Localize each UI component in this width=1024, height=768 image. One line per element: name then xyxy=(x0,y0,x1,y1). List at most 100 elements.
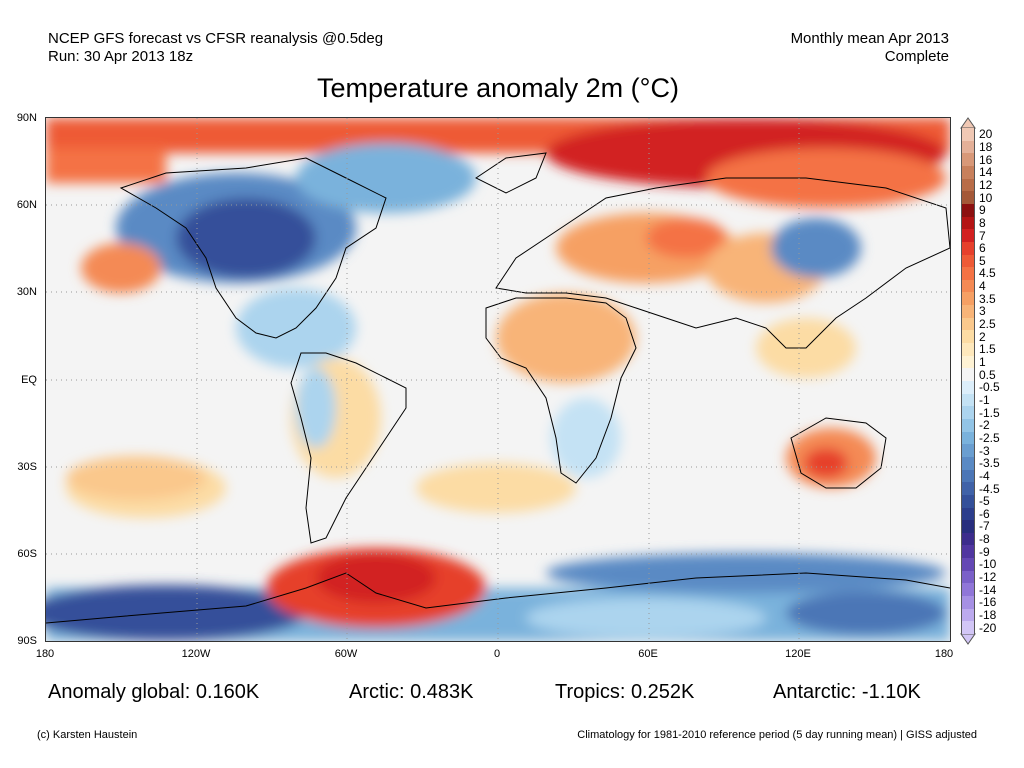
colorbar-label: -20 xyxy=(979,620,997,635)
colorbar-label: -3 xyxy=(979,443,990,458)
colorbar-label: 1.5 xyxy=(979,342,996,357)
colorbar-label: 2.5 xyxy=(979,317,996,332)
colorbar-label: -3.5 xyxy=(979,456,1000,471)
anomaly-tropics: Tropics: 0.252K xyxy=(555,681,695,703)
colorbar-cell xyxy=(961,191,975,205)
status-label: Complete xyxy=(884,48,949,65)
colorbar-label: -1 xyxy=(979,392,990,407)
colorbar: 20 18 16 14 12 10 9 8 7 6 5 4.5 4 3.5 3 2.5 2 1.5 1 0.5 -0.5… xyxy=(958,116,1020,646)
colorbar-cell xyxy=(961,507,975,521)
map-title: Temperature anomaly 2m (°C) xyxy=(317,73,679,103)
lon-label: 60W xyxy=(334,648,358,660)
colorbar-cell xyxy=(961,608,975,622)
colorbar-label: -4.5 xyxy=(979,481,1000,496)
colorbar-label: 4.5 xyxy=(979,266,996,281)
period-label: Monthly mean Apr 2013 xyxy=(790,30,949,47)
colorbar-cell xyxy=(961,317,975,331)
colorbar-cell xyxy=(961,355,975,369)
lat-label: 60N xyxy=(16,199,37,211)
colorbar-cell xyxy=(961,532,975,546)
model-description: NCEP GFS forecast vs CFSR reanalysis @0.… xyxy=(48,30,384,47)
colorbar-label: 5 xyxy=(979,253,986,268)
colorbar-cell xyxy=(961,128,975,142)
anomaly-arctic: Arctic: 0.483K xyxy=(349,681,474,703)
colorbar-label: -1.5 xyxy=(979,405,1000,420)
colorbar-cell xyxy=(961,393,975,407)
colorbar-cell xyxy=(961,368,975,382)
colorbar-cell xyxy=(961,254,975,268)
colorbar-cell xyxy=(961,406,975,420)
lon-label: 180 xyxy=(934,648,954,660)
colorbar-cell xyxy=(961,216,975,230)
colorbar-label: 9 xyxy=(979,203,986,218)
colorbar-label: 16 xyxy=(979,152,993,167)
colorbar-cell xyxy=(961,267,975,281)
colorbar-cell xyxy=(961,482,975,496)
colorbar-cell xyxy=(961,456,975,471)
anomaly-antarctic: Antarctic: -1.10K xyxy=(773,681,921,703)
colorbar-label: -6 xyxy=(979,506,990,521)
colorbar-label: -5 xyxy=(979,494,990,509)
colorbar-label: 20 xyxy=(979,127,993,142)
lat-label: 30N xyxy=(16,286,37,298)
lat-label: 90S xyxy=(17,635,37,647)
colorbar-cell xyxy=(961,153,975,167)
anomaly-map xyxy=(45,117,951,642)
colorbar-label: -14 xyxy=(979,582,997,597)
colorbar-label: 3 xyxy=(979,304,986,319)
colorbar-cell xyxy=(961,140,975,154)
lat-label: 60S xyxy=(17,548,37,560)
colorbar-label: 14 xyxy=(979,165,993,180)
anomaly-global: Anomaly global: 0.160K xyxy=(48,681,260,703)
copyright: (c) Karsten Haustein xyxy=(37,729,138,741)
colorbar-label: -12 xyxy=(979,570,997,585)
colorbar-label: -2 xyxy=(979,418,990,433)
lat-label: 90N xyxy=(16,112,37,124)
colorbar-cell xyxy=(961,469,975,483)
colorbar-label: 12 xyxy=(979,177,993,192)
climatology-note: Climatology for 1981-2010 reference peri… xyxy=(577,729,977,741)
colorbar-label: -16 xyxy=(979,595,997,610)
map-canvas xyxy=(46,118,950,641)
colorbar-cell xyxy=(961,279,975,293)
colorbar-cell xyxy=(961,292,975,306)
colorbar-cell xyxy=(961,431,975,445)
colorbar-cell xyxy=(961,596,975,610)
colorbar-label: -10 xyxy=(979,557,997,572)
lon-label: 120E xyxy=(785,648,811,660)
colorbar-label: 3.5 xyxy=(979,291,996,306)
lon-label: 0 xyxy=(493,648,501,660)
colorbar-label: 10 xyxy=(979,190,993,205)
colorbar-label: -4 xyxy=(979,468,990,483)
colorbar-label: 0.5 xyxy=(979,367,996,382)
colorbar-label: -7 xyxy=(979,519,990,534)
colorbar-cell xyxy=(961,520,975,534)
colorbar-cell xyxy=(961,241,975,255)
colorbar-cell xyxy=(961,621,975,635)
colorbar-cell xyxy=(961,343,975,357)
colorbar-label: 1 xyxy=(979,355,986,370)
colorbar-label: 18 xyxy=(979,139,993,154)
lat-label: EQ xyxy=(21,374,37,386)
colorbar-label: -18 xyxy=(979,608,997,623)
lon-label: 120W xyxy=(181,648,211,660)
lat-label: 30S xyxy=(17,461,37,473)
colorbar-cell xyxy=(961,203,975,218)
colorbar-label: -2.5 xyxy=(979,430,1000,445)
lon-label: 60E xyxy=(638,648,658,660)
colorbar-cell xyxy=(961,330,975,344)
colorbar-label: -0.5 xyxy=(979,380,1000,395)
colorbar-cell xyxy=(961,418,975,433)
colorbar-cell xyxy=(961,178,975,192)
colorbar-cell xyxy=(961,229,975,243)
colorbar-label: -9 xyxy=(979,544,990,559)
colorbar-cell xyxy=(961,305,975,319)
colorbar-label: 2 xyxy=(979,329,986,344)
colorbar-label: 6 xyxy=(979,241,986,256)
colorbar-cell xyxy=(961,381,975,395)
colorbar-cell xyxy=(961,444,975,458)
colorbar-cell xyxy=(961,494,975,508)
colorbar-cell xyxy=(961,558,975,572)
header-left: NCEP GFS forecast vs CFSR reanalysis @0.… xyxy=(48,30,383,66)
lon-label: 180 xyxy=(35,648,55,660)
